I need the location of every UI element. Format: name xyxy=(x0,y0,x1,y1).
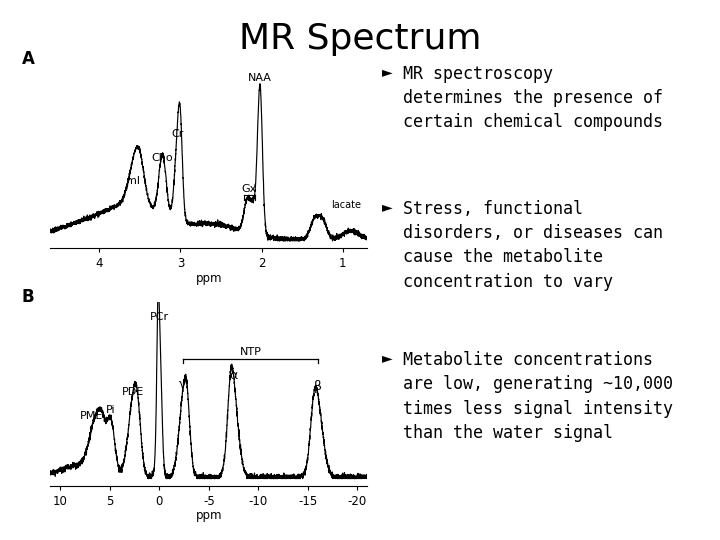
X-axis label: ppm: ppm xyxy=(196,509,222,522)
Text: A: A xyxy=(22,50,35,68)
Text: PCr: PCr xyxy=(150,312,169,322)
Text: MR Spectrum: MR Spectrum xyxy=(239,22,481,56)
Text: Pi: Pi xyxy=(106,405,116,415)
Text: Stress, functional
disorders, or diseases can
cause the metabolite
concentration: Stress, functional disorders, or disease… xyxy=(403,200,663,291)
Text: α: α xyxy=(230,369,238,382)
Text: γ: γ xyxy=(179,378,186,392)
Text: Cr: Cr xyxy=(172,129,184,139)
Text: ►: ► xyxy=(382,351,392,365)
Text: NAA: NAA xyxy=(248,72,272,83)
Text: PME: PME xyxy=(81,411,104,421)
X-axis label: ppm: ppm xyxy=(196,272,222,285)
Text: NTP: NTP xyxy=(240,347,261,357)
Text: ►: ► xyxy=(382,65,392,79)
Text: PDE: PDE xyxy=(122,387,144,397)
Text: Gx: Gx xyxy=(242,184,257,194)
Text: lacate: lacate xyxy=(330,200,361,210)
Text: Cho: Cho xyxy=(152,152,174,163)
Text: B: B xyxy=(22,288,35,306)
Text: ►: ► xyxy=(382,200,392,214)
Text: β: β xyxy=(314,380,322,393)
Text: ml: ml xyxy=(126,176,140,186)
Text: Metabolite concentrations
are low, generating ~10,000
times less signal intensit: Metabolite concentrations are low, gener… xyxy=(403,351,673,442)
Text: MR spectroscopy
determines the presence of
certain chemical compounds: MR spectroscopy determines the presence … xyxy=(403,65,663,131)
